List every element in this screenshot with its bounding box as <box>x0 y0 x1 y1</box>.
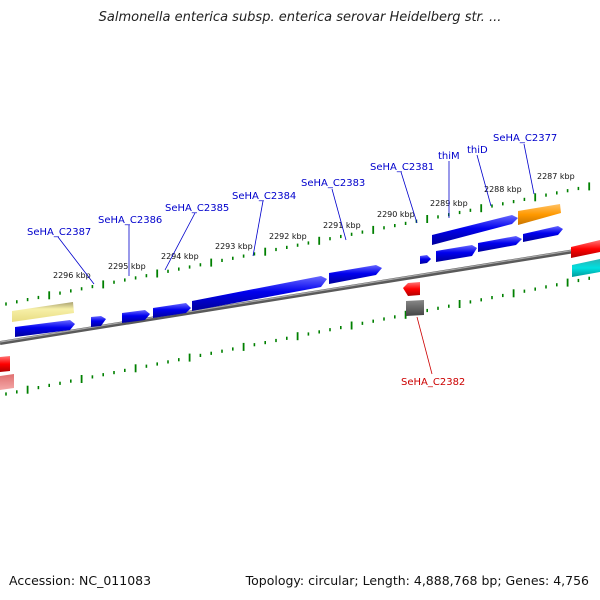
orange-feature <box>518 204 561 225</box>
kbp-label: 2293 kbp <box>215 242 253 251</box>
outer-ruler-ticks <box>5 182 591 306</box>
kbp-label: 2295 kbp <box>108 262 146 271</box>
kbp-label: 2294 kbp <box>161 252 199 261</box>
yellow-feature <box>12 302 74 322</box>
gene-arrow <box>15 320 75 337</box>
gray-feature <box>406 300 424 316</box>
kbp-label: 2288 kbp <box>484 185 522 194</box>
gene-label: SeHA_C2381 <box>370 162 434 173</box>
gene-arrow <box>91 316 106 327</box>
gene-label: SeHA_C2386 <box>98 215 162 226</box>
gene-arrow <box>122 310 150 323</box>
gene-arrow <box>432 215 518 245</box>
gene-label: SeHA_C2387 <box>27 227 91 238</box>
gene-arrow <box>436 245 477 262</box>
kbp-label: 2292 kbp <box>269 232 307 241</box>
kbp-label: 2287 kbp <box>537 172 575 181</box>
forward-genes <box>15 215 563 337</box>
kbp-label: 2290 kbp <box>377 210 415 219</box>
red-feature <box>571 240 600 258</box>
gene-label: SeHA_C2384 <box>232 191 296 202</box>
gene-labels: SeHA_C2387 SeHA_C2386 SeHA_C2385 SeHA_C2… <box>27 133 557 388</box>
gene-label: SeHA_C2377 <box>493 133 557 144</box>
gene-arrow <box>478 236 522 252</box>
pink-feature <box>0 374 14 390</box>
genome-backbone <box>0 245 600 345</box>
gene-label: SeHA_C2383 <box>301 178 365 189</box>
gene-arrow <box>192 276 327 311</box>
gene-arrow <box>420 255 431 264</box>
other-features <box>0 204 600 390</box>
gene-label: thiD <box>467 145 488 156</box>
gene-label: thiM <box>438 151 460 162</box>
genome-summary: Topology: circular; Length: 4,888,768 bp… <box>245 573 589 588</box>
gene-arrow <box>153 303 191 318</box>
kbp-label: 2296 kbp <box>53 271 91 280</box>
gene-arrow <box>523 226 563 242</box>
gene-arrow <box>329 265 382 284</box>
accession-text: Accession: NC_011083 <box>9 573 152 588</box>
cyan-feature <box>572 259 600 277</box>
gene-label: SeHA_C2382 <box>401 377 465 388</box>
label-leader-lines <box>57 143 535 375</box>
gene-label: SeHA_C2385 <box>165 203 229 214</box>
map-title: Salmonella enterica subsp. enterica sero… <box>98 10 502 25</box>
red-feature <box>0 356 10 372</box>
reverse-gene-arrow <box>403 282 420 296</box>
